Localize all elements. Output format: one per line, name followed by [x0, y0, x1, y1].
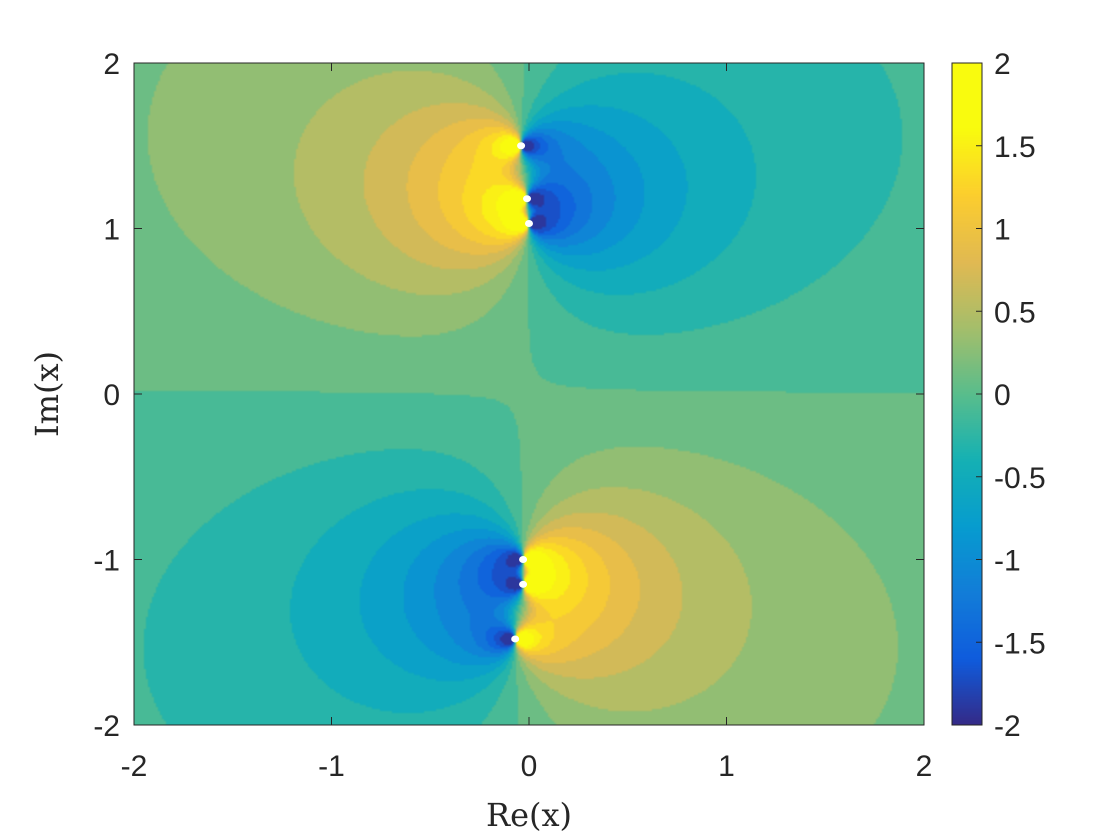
colorbar-ticks: -2 -1.5 -1 -0.5 0 0.5 1 1.5 2 — [976, 48, 1046, 743]
colorbar-tick-label: 2 — [994, 48, 1011, 81]
singularity-markers — [511, 142, 533, 643]
colorbar: -2 -1.5 -1 -0.5 0 0.5 1 1.5 2 — [951, 48, 1046, 743]
x-tick-label: 1 — [718, 750, 735, 783]
y-axis: -2 -1 0 1 2 — [93, 48, 924, 743]
heatmap-field — [134, 63, 924, 725]
colorbar-tick-label: 1.5 — [994, 131, 1036, 164]
y-tick-label: -2 — [93, 710, 120, 743]
plot-area — [133, 62, 925, 726]
x-tick-label: -2 — [121, 750, 148, 783]
y-axis-label: Im(x) — [28, 351, 66, 437]
x-tick-label: 0 — [521, 750, 538, 783]
colorbar-tick-label: 1 — [994, 214, 1011, 247]
colorbar-tick-label: 0 — [994, 379, 1011, 412]
colorbar-tick-label: -0.5 — [994, 462, 1046, 495]
colorbar-tick-label: -2 — [994, 710, 1021, 743]
y-tick-label: 2 — [103, 48, 120, 81]
colorbar-tick-label: -1.5 — [994, 627, 1046, 660]
y-tick-label: -1 — [93, 545, 120, 578]
singularity-marker — [511, 635, 520, 643]
y-tick-label: 1 — [103, 214, 120, 247]
singularity-marker — [525, 220, 533, 228]
singularity-marker — [523, 195, 532, 203]
x-axis: -2 -1 0 1 2 — [121, 63, 933, 783]
x-tick-label: 2 — [916, 750, 933, 783]
x-axis-label: Re(x) — [486, 796, 572, 834]
singularity-marker — [519, 580, 528, 588]
y-tick-label: 0 — [103, 379, 120, 412]
singularity-marker — [519, 556, 528, 563]
colorbar-tick-label: -1 — [994, 545, 1021, 578]
singularity-marker — [517, 142, 526, 150]
colorbar-tick-label: 0.5 — [994, 296, 1036, 329]
x-tick-label: -1 — [318, 750, 345, 783]
